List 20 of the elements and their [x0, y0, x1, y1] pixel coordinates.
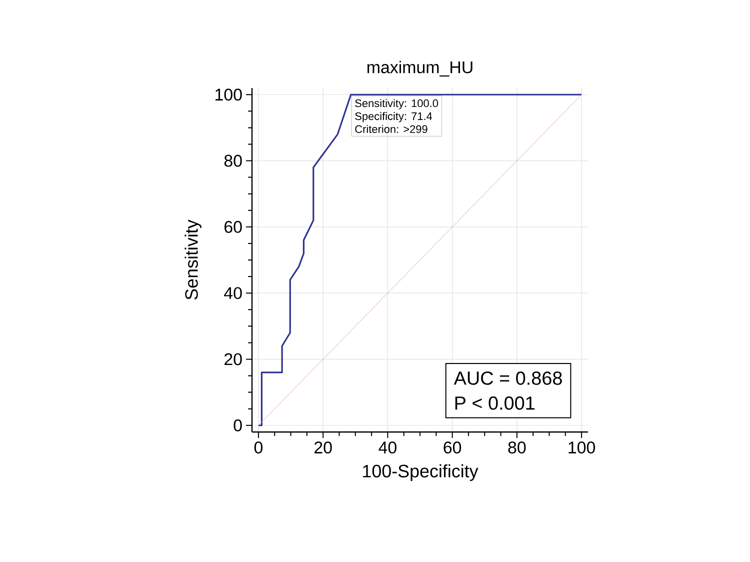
annotation: AUC = 0.868: [454, 371, 562, 385]
x-axis-title: 100-Specificity: [363, 464, 478, 482]
y-tick-label: 20: [224, 353, 242, 366]
x-tick-label: 80: [508, 441, 526, 454]
y-tick-label: 100: [216, 88, 242, 101]
y-tick-label: 0: [234, 419, 242, 432]
chart-title: maximum_HU: [367, 60, 472, 76]
annotation: P < 0.001: [455, 396, 534, 410]
annotation: Specificity: 71.4: [355, 112, 432, 122]
annotation: Sensitivity: 100.0: [355, 99, 438, 110]
y-axis-title: Sensitivity: [184, 220, 202, 300]
x-tick-label: 60: [444, 441, 462, 454]
y-tick-label: 60: [224, 220, 242, 233]
x-tick-label: 100: [568, 441, 596, 454]
y-tick-label: 40: [224, 287, 242, 300]
annotation: Criterion: >299: [355, 124, 428, 134]
x-tick-label: 0: [254, 441, 263, 454]
x-tick-label: 20: [314, 441, 332, 454]
x-tick-label: 40: [378, 441, 396, 454]
y-tick-label: 80: [224, 154, 242, 167]
